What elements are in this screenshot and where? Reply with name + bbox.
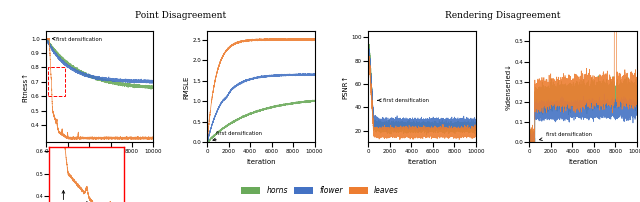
- X-axis label: Iteration: Iteration: [85, 159, 115, 165]
- X-axis label: Iteration: Iteration: [407, 159, 437, 165]
- Bar: [48, 67, 65, 96]
- Y-axis label: %denseried↓: %denseried↓: [506, 63, 511, 110]
- X-axis label: Iteration: Iteration: [246, 159, 276, 165]
- Text: first densification: first densification: [52, 37, 102, 42]
- Text: Point Disagreement: Point Disagreement: [134, 11, 226, 20]
- Text: first densification: first densification: [213, 131, 262, 141]
- Y-axis label: RMSLE: RMSLE: [184, 75, 189, 99]
- Y-axis label: PSNR↑: PSNR↑: [343, 75, 349, 99]
- X-axis label: Iteration: Iteration: [568, 159, 598, 165]
- Text: Rendering Disagreement: Rendering Disagreement: [445, 11, 560, 20]
- Text: first densification: first densification: [540, 132, 591, 141]
- Y-axis label: Fitness↑: Fitness↑: [22, 72, 28, 102]
- Text: first densification: first densification: [378, 98, 429, 103]
- Legend: horns, flower, leaves: horns, flower, leaves: [238, 183, 402, 198]
